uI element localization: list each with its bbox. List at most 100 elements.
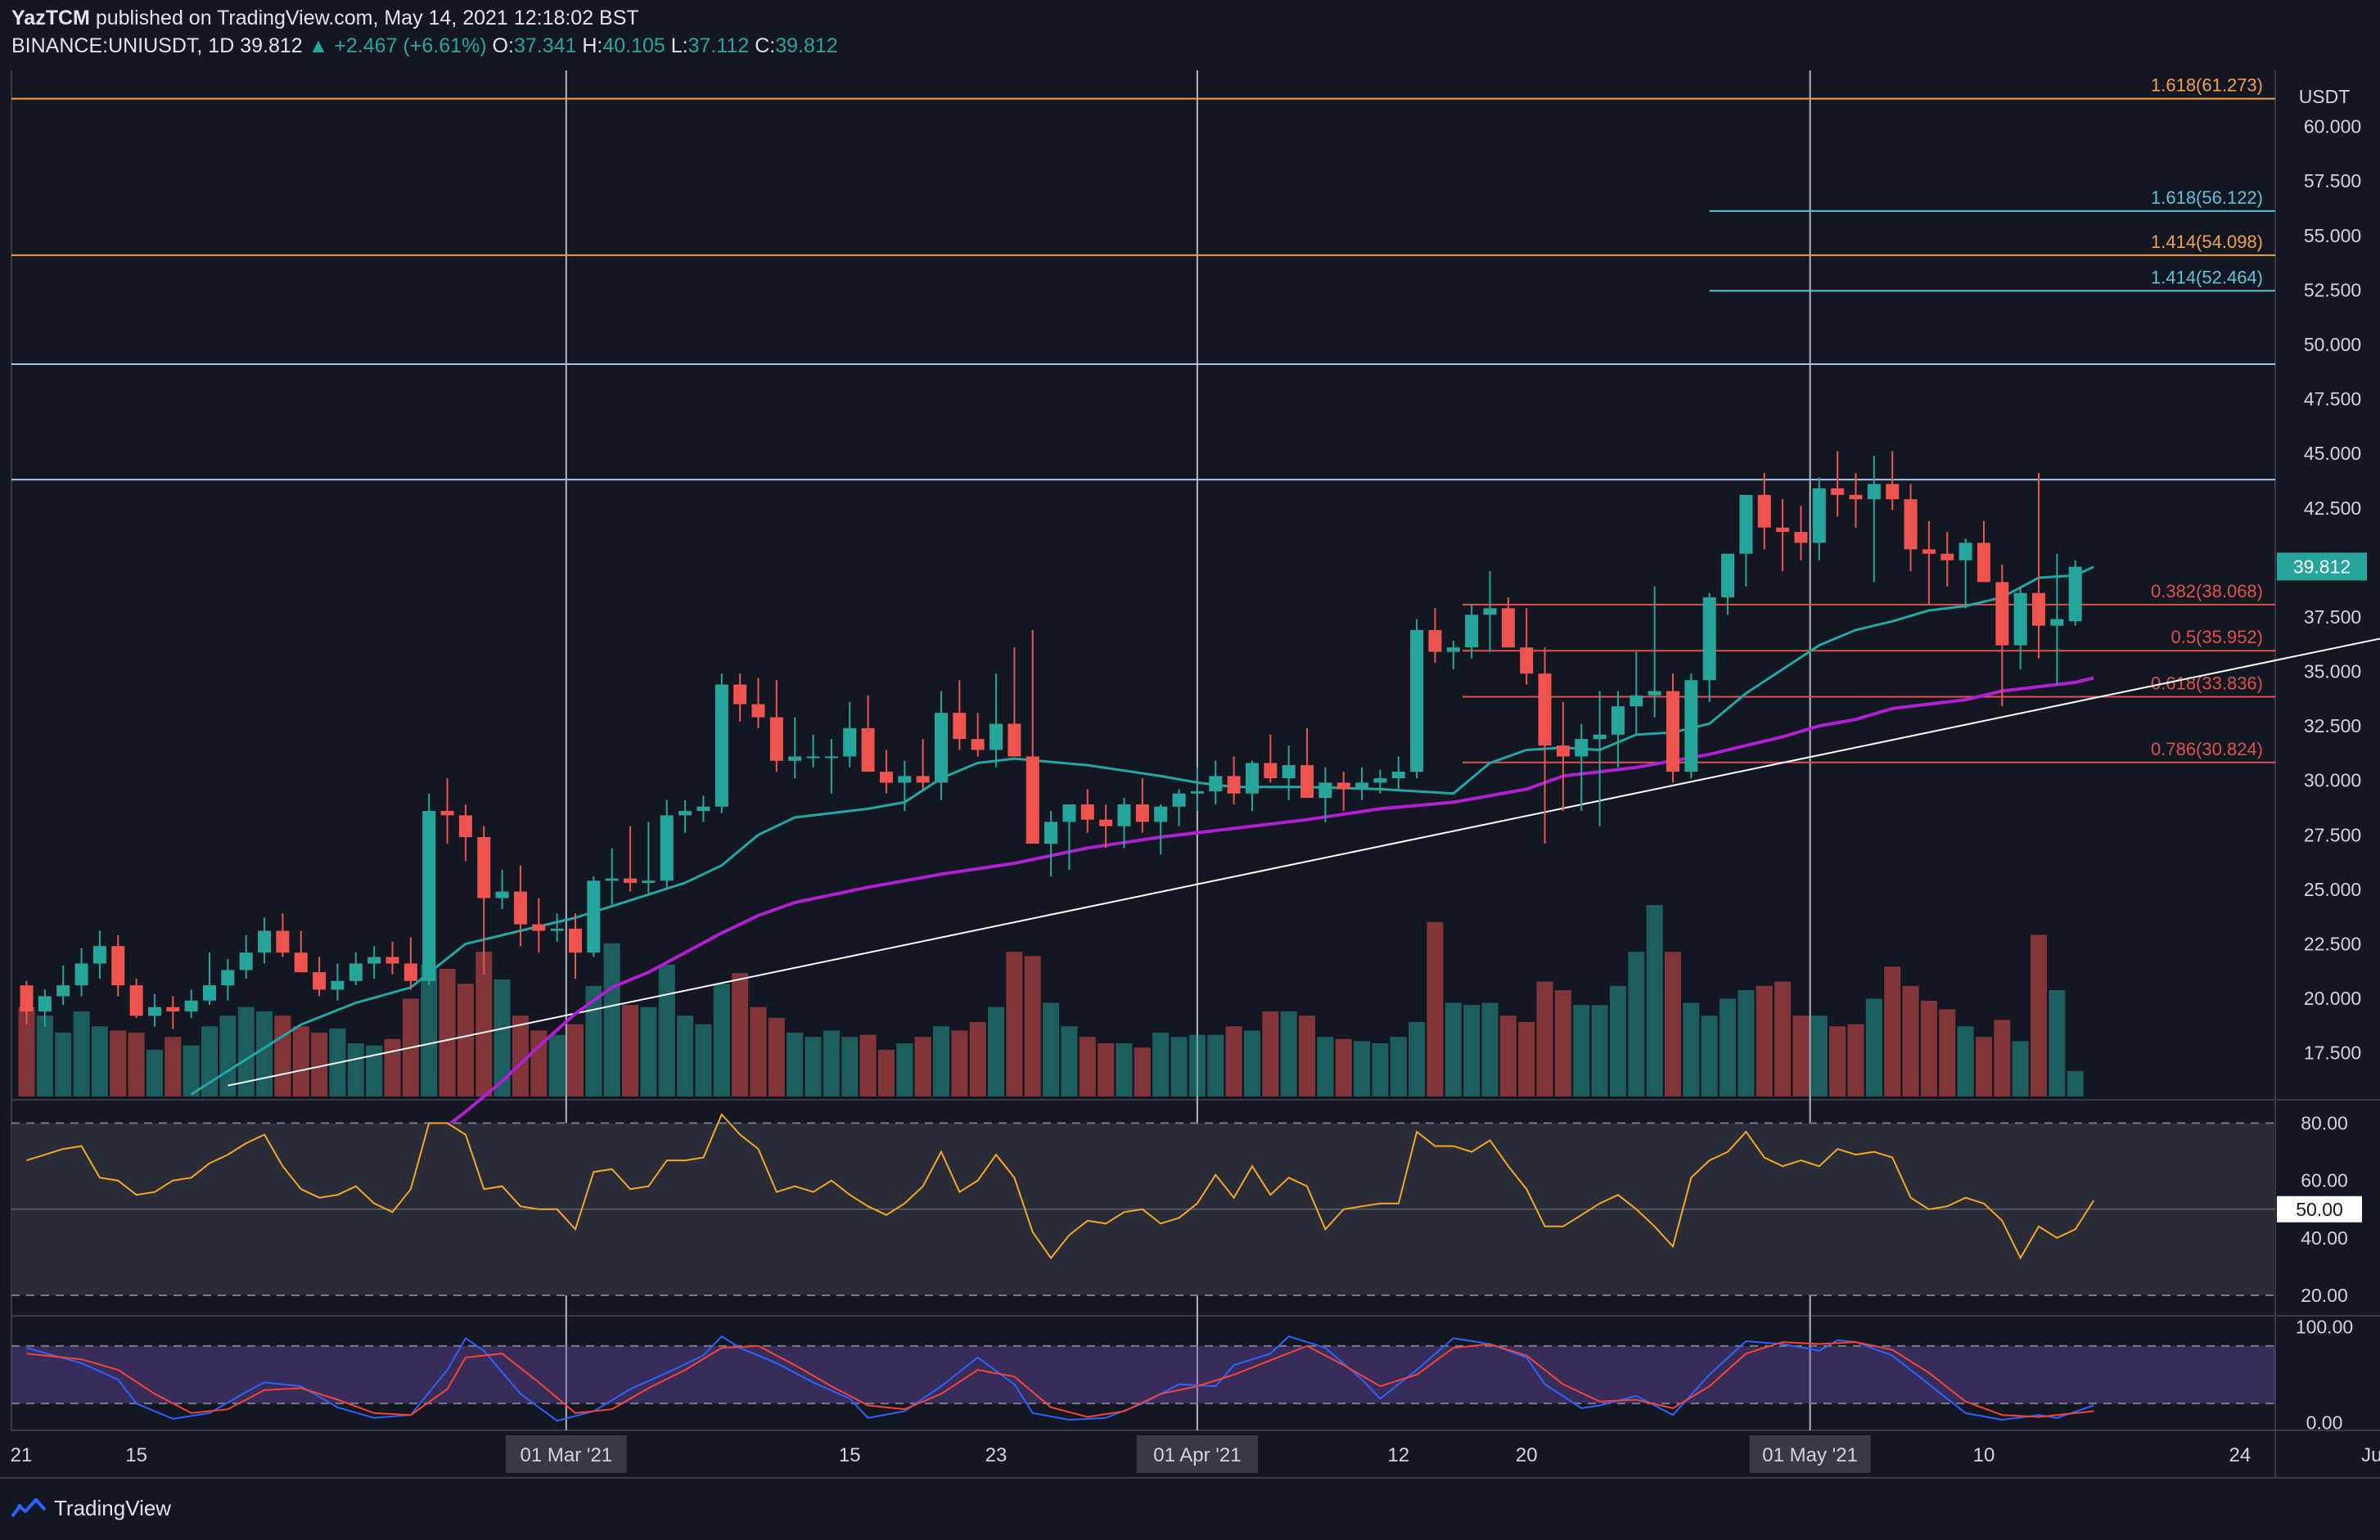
volume-bar [1134, 1047, 1151, 1096]
time-tick-label: 01 Mar '21 [521, 1444, 613, 1466]
candle-body [440, 811, 454, 816]
volume-bar [1499, 1015, 1517, 1096]
volume-bar [292, 1026, 309, 1096]
volume-bar [1518, 1022, 1535, 1096]
candle-body [1355, 782, 1369, 790]
ascending-trendline [228, 637, 2380, 1087]
volume-bar [1170, 1037, 1188, 1096]
last-price-badge [2277, 552, 2367, 581]
volume-bar [1609, 985, 1626, 1096]
price-tick-label: 57.500 [2304, 170, 2361, 191]
volume-bar [823, 1030, 840, 1096]
candle-body [1318, 782, 1332, 799]
volume-bar [2031, 934, 2047, 1096]
time-tick-label: 01 Apr '21 [1153, 1444, 1241, 1466]
level-label: 0.5(35.952) [2170, 627, 2263, 647]
symbol-interval[interactable]: BINANCE:UNIUSDT, 1D [11, 34, 235, 57]
candle-body [550, 928, 564, 931]
volume-bar [713, 984, 730, 1096]
volume-bar [914, 1037, 931, 1096]
candle-body [20, 985, 34, 1012]
candle-body [1721, 553, 1735, 597]
price-tick-label: 22.500 [2304, 934, 2361, 955]
volume-bar [1628, 952, 1645, 1096]
candle-body [313, 972, 327, 990]
last-price-badge-label: 39.812 [2293, 556, 2351, 577]
candle-body [879, 772, 893, 783]
candle-body [1300, 765, 1314, 799]
time-tick-label: Jun [2361, 1444, 2380, 1466]
candle-body [38, 996, 52, 1012]
time-tick-label: 01 May '21 [1762, 1444, 1858, 1466]
candle-body [1648, 691, 1661, 696]
candle-body [1007, 723, 1021, 757]
volume-bar [1792, 1015, 1810, 1096]
volume-bar [1957, 1026, 1974, 1096]
tradingview-brand[interactable]: TradingView [11, 1496, 171, 1521]
candle-body [239, 952, 253, 970]
volume-bar [311, 1033, 328, 1096]
high-label: H: [582, 34, 603, 57]
candle-body [1812, 488, 1826, 543]
volume-bar [1262, 1011, 1279, 1096]
time-tick-label: 10 [1973, 1444, 1995, 1466]
last-price: 39.812 [240, 34, 303, 57]
volume-bar [1225, 1026, 1242, 1096]
price-tick-label: 37.500 [2304, 606, 2361, 628]
low-label: L: [670, 34, 688, 57]
volume-bar [1847, 1024, 1864, 1096]
candle-body [422, 811, 436, 981]
volume-bar [1445, 1002, 1462, 1096]
stoch-band-fill [11, 1345, 2275, 1404]
level-label: 1.414(52.464) [2151, 267, 2263, 287]
volume-bar [933, 1026, 949, 1096]
candle-body [2032, 592, 2045, 626]
volume-bar [841, 1037, 859, 1096]
volume-bar [512, 1015, 529, 1096]
publisher-name[interactable]: YazTCM [11, 7, 90, 29]
volume-bar [1024, 956, 1041, 1096]
candle-body [1282, 765, 1296, 779]
volume-bar [165, 1037, 182, 1096]
candle-body [1245, 763, 1259, 794]
candle-body [1556, 745, 1570, 757]
time-tick-highlight [1136, 1435, 1258, 1473]
level-label: 0.618(33.836) [2151, 673, 2263, 694]
volume-bar [969, 1022, 986, 1096]
price-tick-label: 55.000 [2304, 225, 2361, 246]
rsi-line [26, 1113, 2094, 1260]
volume-bar [1683, 1002, 1700, 1096]
brand-name: TradingView [54, 1496, 172, 1520]
candle-body [1867, 484, 1881, 500]
volume-bar [1188, 1034, 1206, 1096]
price-tick-label: 27.500 [2304, 824, 2361, 845]
volume-bar [18, 1006, 35, 1096]
time-tick-label: 20 [1516, 1444, 1538, 1466]
stoch-tick-label: 0.00 [2306, 1412, 2343, 1434]
volume-bar [530, 1030, 548, 1096]
candle-body [769, 717, 783, 761]
volume-bar [237, 1006, 255, 1096]
candle-body [2068, 566, 2082, 622]
high-value: 40.105 [602, 34, 665, 57]
rsi-tick-label: 60.00 [2301, 1170, 2348, 1191]
price-tick-label: 47.500 [2304, 389, 2361, 410]
candle-body [751, 704, 765, 718]
time-tick-highlight [505, 1435, 627, 1473]
volume-bar [988, 1006, 1005, 1096]
candle-body [1099, 819, 1113, 826]
candle-body [1520, 647, 1534, 674]
volume-bar [55, 1033, 72, 1096]
volume-bar [1573, 1005, 1590, 1096]
volume-bar [677, 1015, 694, 1096]
candle-body [1465, 615, 1479, 648]
volume-bar [1536, 981, 1553, 1096]
candle-body [642, 880, 656, 883]
candle-body [1904, 499, 1918, 550]
volume-bar [1481, 1002, 1499, 1096]
level-label: 1.414(54.098) [2151, 232, 2263, 252]
currency-label: USDT [2299, 86, 2351, 107]
volume-bar [1098, 1043, 1115, 1096]
time-tick-label: 15 [125, 1444, 147, 1466]
